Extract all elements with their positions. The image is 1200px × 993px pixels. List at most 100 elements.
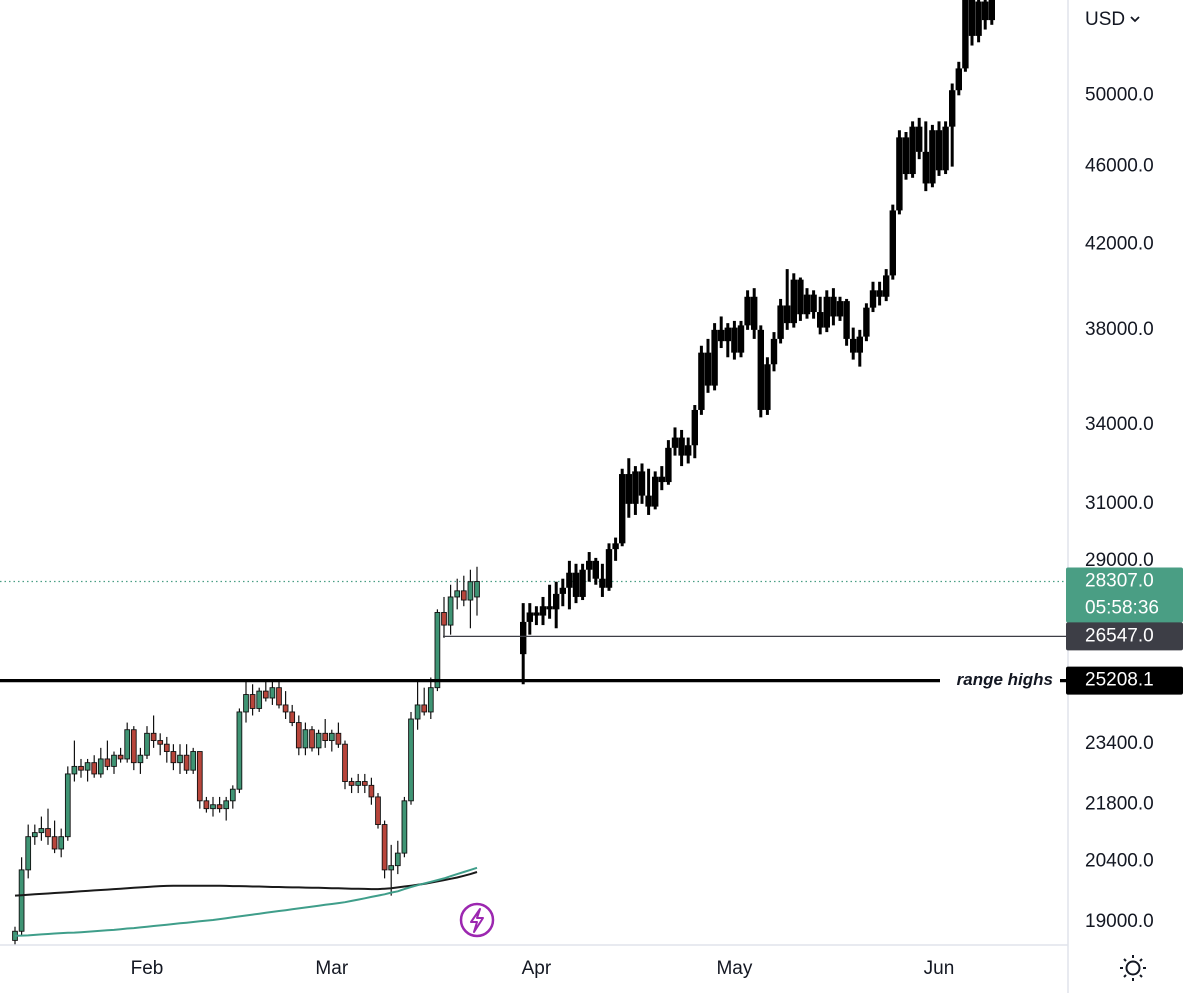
candle-body	[183, 754, 190, 771]
bar-body	[889, 210, 896, 276]
bar-body	[916, 126, 923, 152]
candle-body	[434, 612, 441, 689]
candle-body	[467, 581, 474, 601]
bar-body	[810, 294, 817, 313]
bar-body	[968, 0, 976, 36]
candle-body	[64, 773, 71, 838]
candle-body	[368, 784, 375, 798]
candle-body	[144, 732, 150, 756]
bar-body	[751, 296, 758, 330]
candle-body	[104, 758, 111, 767]
candle-body	[203, 800, 210, 810]
bar-body	[612, 543, 619, 550]
bar-body	[803, 294, 811, 315]
candle-body	[91, 762, 98, 775]
y-tick-label: 31000.0	[1085, 493, 1154, 514]
price-badge-label: 28307.0	[1085, 571, 1154, 592]
candle-body	[309, 729, 315, 749]
bar-body	[665, 447, 672, 483]
candle-body	[190, 751, 197, 771]
bar-body	[553, 593, 560, 610]
candle-body	[157, 740, 164, 745]
price-badge-label: 25208.1	[1085, 670, 1154, 691]
bar-body	[546, 606, 553, 610]
bar-body	[962, 0, 969, 69]
candle-body	[289, 711, 296, 724]
candle-body	[328, 732, 335, 742]
candle-body	[256, 690, 263, 709]
bar-body	[797, 279, 804, 315]
candle-body	[243, 694, 249, 713]
y-tick-label: 50000.0	[1085, 84, 1154, 105]
candle-body	[322, 732, 329, 742]
candle-body	[414, 704, 421, 720]
candle-body	[441, 612, 447, 626]
candle-body	[269, 687, 276, 699]
price-axis: 19000.0 20400.0 21800.0 23400.0 29000.0 31000…	[1066, 84, 1183, 932]
bar-body	[830, 296, 837, 317]
candle-body	[51, 836, 58, 850]
bar-body	[777, 305, 784, 339]
candle-body	[460, 590, 467, 601]
candle-body	[25, 836, 32, 871]
bar-body	[619, 474, 626, 544]
bar-body	[843, 301, 850, 339]
bar-body	[698, 352, 705, 410]
candle-body	[78, 765, 84, 771]
candle-body	[170, 751, 177, 764]
candle-body	[388, 865, 395, 871]
bar-body	[625, 474, 632, 504]
candle-body	[31, 832, 38, 838]
bar-body	[988, 0, 995, 21]
bar-body	[896, 137, 903, 211]
bar-body	[724, 327, 731, 342]
candle-body	[375, 796, 381, 826]
price-badge	[1066, 666, 1183, 695]
candle-body	[216, 804, 223, 810]
bar-body	[711, 329, 718, 386]
y-tick-label: 46000.0	[1085, 156, 1154, 177]
candle-body	[196, 751, 203, 802]
bar-body	[704, 352, 712, 386]
bar-body	[572, 572, 580, 597]
candle-body	[335, 732, 342, 745]
candle-body	[381, 824, 388, 871]
bar-body	[876, 290, 883, 297]
candle-body	[348, 781, 355, 786]
bar-body	[685, 445, 692, 456]
candle-body	[163, 743, 170, 752]
bar-body	[823, 296, 830, 328]
bar-body	[678, 437, 685, 456]
candle-body	[223, 800, 230, 810]
bar-body	[691, 409, 698, 446]
bar-body	[949, 90, 956, 127]
bar-body	[592, 560, 599, 579]
lightning-icon[interactable]	[459, 902, 495, 938]
candle-body	[262, 690, 269, 699]
bar-body	[731, 327, 738, 353]
candle-body	[137, 754, 144, 764]
candle-body	[229, 788, 236, 802]
plot-area: range highs	[0, 0, 1068, 945]
bar-body	[579, 569, 586, 597]
price-badge-label: 26547.0	[1085, 625, 1154, 646]
y-tick-label: 34000.0	[1085, 414, 1154, 435]
currency-label[interactable]: USD	[1085, 9, 1125, 30]
y-tick-label: 29000.0	[1085, 550, 1154, 571]
x-tick-label: May	[716, 958, 752, 979]
candle-body	[394, 852, 401, 867]
candle-body	[421, 704, 428, 713]
y-tick-label: 21800.0	[1085, 794, 1154, 815]
bar-body	[718, 329, 725, 342]
candle-body	[111, 754, 117, 767]
candle-body	[427, 687, 434, 713]
candle-body	[84, 762, 91, 771]
candle-body	[97, 758, 104, 775]
bar-body	[744, 296, 751, 326]
settings-icon[interactable]	[1120, 955, 1146, 981]
candle-body	[117, 754, 124, 760]
candle-body	[282, 704, 289, 713]
bar-body	[909, 126, 916, 175]
currency-chevron[interactable]	[1130, 16, 1140, 23]
